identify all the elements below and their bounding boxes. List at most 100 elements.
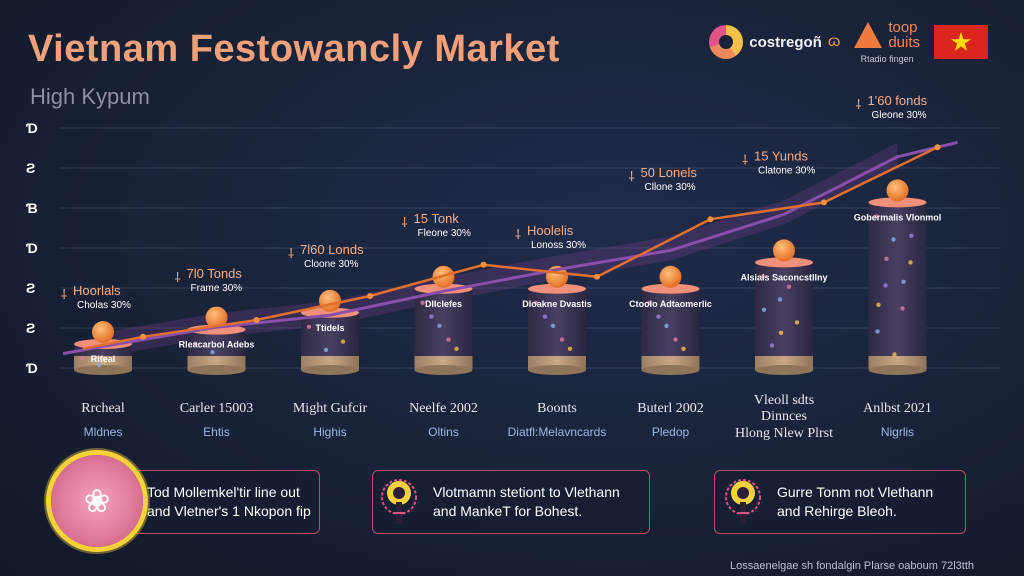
bar-7: Alsiais Saconcstllny (740, 239, 828, 375)
bar-decoration (901, 279, 906, 284)
y-tick-label: Ɗ (26, 120, 38, 136)
annotation-2: ⸸ 7l0 Tonds Frame 30% (175, 266, 243, 294)
bar-body (301, 312, 359, 356)
annotation-4: ⸸ 15 Tonk Fleone 30% (402, 211, 471, 239)
annotation-marker-icon: ⸸ (61, 287, 67, 302)
bar-decoration (908, 260, 913, 265)
annotation-1: ⸸ Hoorlals Cholas 30% (61, 283, 131, 311)
vietnam-flag-icon (934, 25, 988, 59)
bar-label: Rleacarbol Adebs (179, 340, 255, 350)
category-label: Neelfe 2002 (409, 401, 478, 416)
brand-name: costregoñ (749, 33, 822, 51)
bar-decoration (876, 302, 881, 307)
category-label: Anlbst 2021 (863, 401, 932, 416)
category-label: Boonts (537, 401, 577, 416)
bar-base-bottom (868, 365, 927, 375)
bar-decoration (761, 307, 767, 312)
bar-decoration (559, 337, 565, 342)
annotation-sub: Cloone 30% (304, 259, 359, 270)
brand-logo-icon (709, 25, 744, 59)
category-label: Dinnces (761, 409, 807, 424)
bar-decoration (760, 274, 766, 279)
bar-label: Rifeal (91, 354, 116, 364)
bar-base-bottom (755, 365, 813, 375)
annotation-marker-icon: ⸸ (402, 215, 408, 230)
data-point (253, 317, 260, 323)
brand2-tag: Rtadio fingen (860, 54, 914, 64)
category-subtitle: Mldnes (84, 425, 123, 439)
bar-decoration (542, 314, 548, 319)
data-point (821, 199, 827, 206)
bar-8: Gobermalis Vlonmol (854, 179, 942, 375)
data-point (480, 261, 487, 268)
annotation-sub: Cholas 30% (77, 300, 131, 311)
annotation-8: ⸸ 1'60 fonds Gleone 30% (856, 93, 928, 121)
brand2-line2: duits (888, 34, 920, 51)
annotation-value: 15 Yunds (754, 148, 808, 163)
bar-decoration (900, 306, 905, 311)
bar-base-bottom (301, 365, 359, 375)
annotation-value: 7l0 Tonds (187, 266, 243, 281)
bar-body (414, 288, 473, 356)
bar-decoration (777, 297, 783, 302)
annotation-value: Hoolelis (527, 223, 574, 238)
info-card-1: ❀ Tod Mollemkel'tir line out and Vletner… (51, 455, 320, 547)
bar-decoration (420, 300, 425, 305)
bar-label: Gobermalis Vlonmol (854, 212, 942, 222)
annotation-value: 7l60 Londs (300, 242, 364, 257)
trend-band (103, 142, 898, 357)
card-2-text: Vlotmamn stetiont to Vlethann and MankeT… (433, 484, 620, 519)
category-subtitle: Diatfl:Melavncards (508, 425, 607, 439)
annotation-value: Hoorlals (73, 283, 121, 298)
person-icon (381, 479, 417, 524)
y-tick-label: Ɗ (26, 360, 38, 376)
data-point (707, 216, 714, 223)
annotation-sub: Cllone 30% (645, 182, 696, 193)
bar-label: Dloakne Dvastis (522, 299, 592, 309)
bar-decoration (210, 350, 215, 355)
category-label: Rrcheal (81, 401, 125, 416)
annotation-7: ⸸ 15 Yunds Clatone 30% (742, 148, 815, 176)
brand-costregon: costregoñ ɷ (709, 25, 840, 59)
annotation-marker-icon: ⸸ (288, 246, 294, 261)
bar-base-bottom (414, 365, 473, 375)
info-card-3: Gurre Tonm not Vlethann and Rehirge Bleo… (714, 470, 966, 534)
bar-top (868, 197, 927, 208)
bar-ball-icon (659, 265, 682, 288)
bar-decoration (794, 320, 800, 325)
bar-base-bottom (187, 365, 246, 375)
category-label: Carler 15003 (180, 401, 253, 416)
bar-4: Dllclefes (414, 265, 473, 375)
bar-6: Ctoolo Adtaomerlic (629, 265, 712, 375)
bar-base-bottom (528, 365, 586, 375)
annotation-3: ⸸ 7l60 Londs Cloone 30% (288, 242, 364, 270)
bar-ball-icon (92, 321, 114, 343)
annotation-sub: Fleone 30% (418, 228, 471, 239)
category-subtitle: Nigrlis (881, 425, 914, 439)
bar-ball-icon (319, 289, 341, 312)
annotation-marker-icon: ⸸ (175, 270, 181, 285)
annotation-marker-icon: ⸸ (629, 169, 635, 184)
card-3-text: Gurre Tonm not Vlethann and Rehirge Bleo… (777, 484, 934, 519)
bar-decoration (778, 330, 784, 335)
bar-decoration (306, 324, 312, 329)
brand-toop: toop duits Rtadio fingen (854, 20, 920, 64)
bar-top (414, 283, 473, 294)
bar-ball-icon (205, 306, 228, 329)
bar-decoration (567, 346, 573, 351)
bar-decoration (323, 347, 329, 352)
bar-base-bottom (641, 365, 700, 375)
bar-decoration (875, 329, 880, 334)
brand-bar: costregoñ ɷ toop duits Rtadio fingen (709, 20, 988, 64)
y-tick-label: Ɓ (26, 200, 38, 216)
category-label: Buterl 2002 (637, 401, 704, 416)
y-tick-label: Ɗ (26, 240, 38, 256)
data-point (594, 273, 600, 280)
bar-body (528, 288, 586, 356)
bar-label: Dllclefes (425, 299, 462, 309)
bar-decoration (437, 323, 442, 328)
bar-decoration (786, 284, 792, 289)
category-subtitle: Pledop (652, 425, 690, 439)
brand2-line1: toop (888, 19, 918, 36)
